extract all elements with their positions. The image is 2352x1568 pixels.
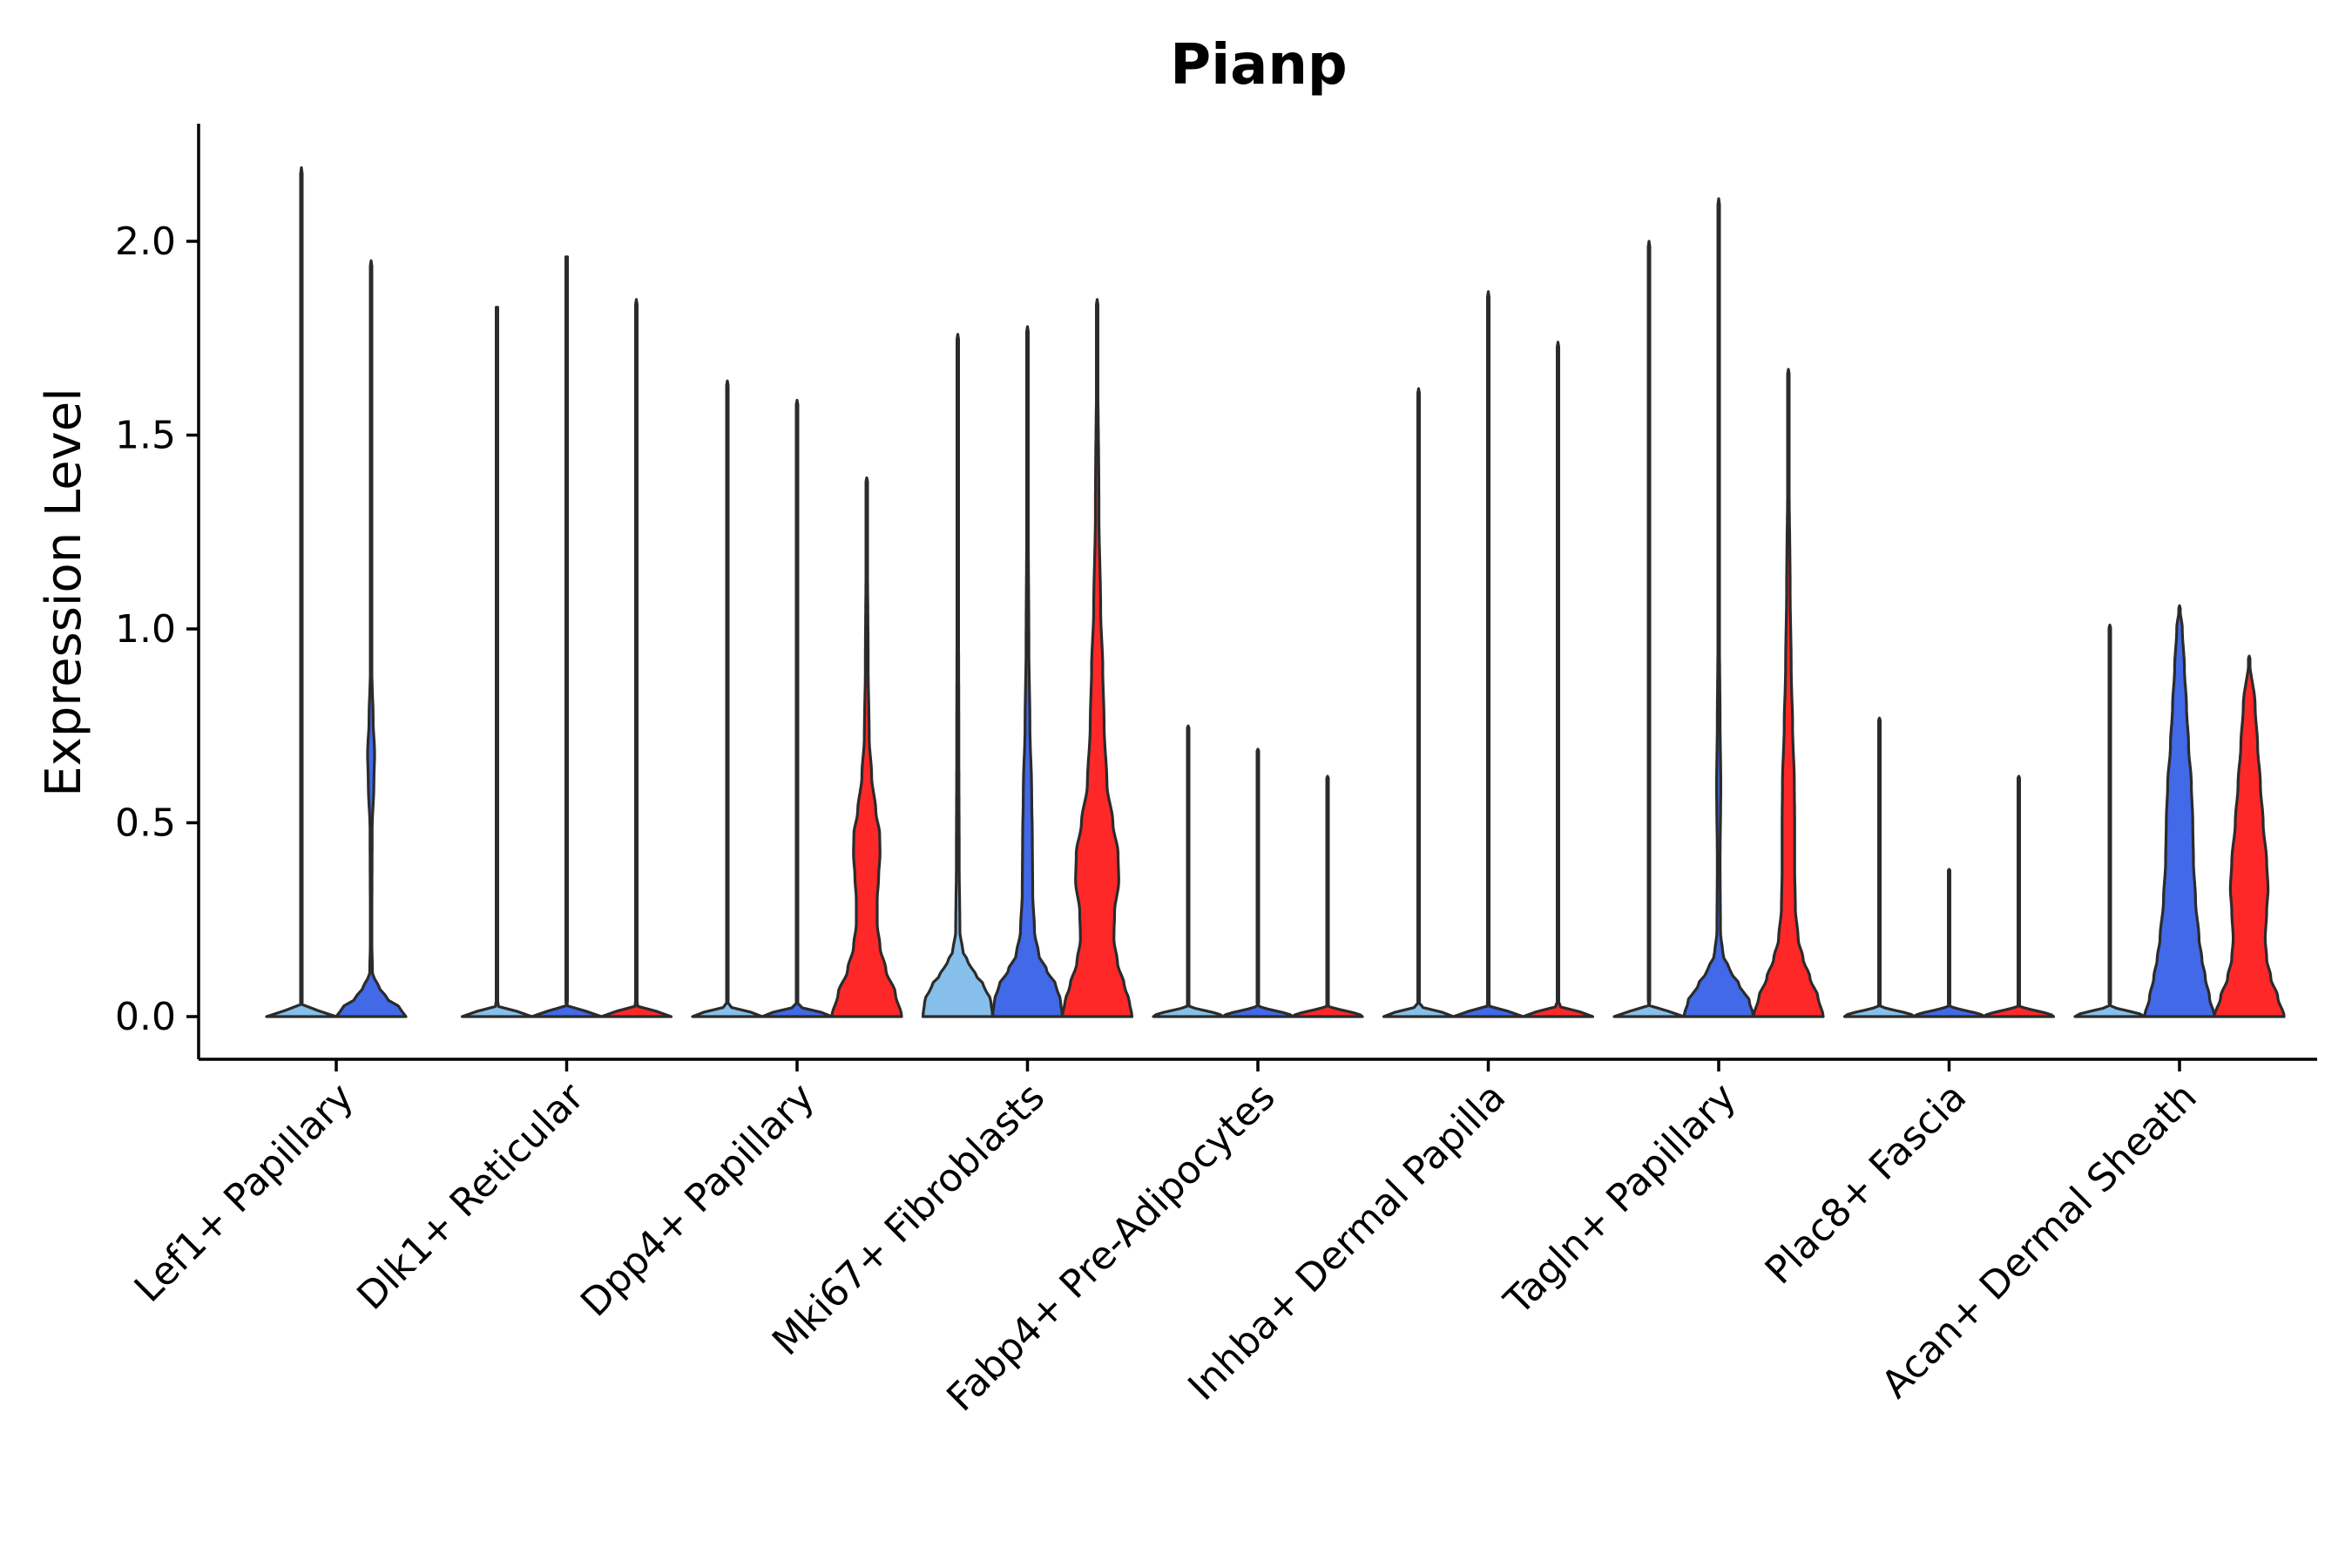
violin-1-group2 — [335, 259, 408, 1018]
x-tick-label: Lef1+ Papillary — [126, 1075, 362, 1311]
x-tick-label: Dlk1+ Reticular — [348, 1074, 593, 1319]
y-axis: 0.0 0.5 1.0 1.5 2.0 — [115, 124, 200, 1059]
violin-group — [265, 166, 2286, 1018]
violin-3-group1 — [691, 379, 764, 1018]
violin-2-group1 — [460, 306, 534, 1018]
x-tick-label: Tagln+ Papillary — [1496, 1075, 1745, 1324]
violin-1-group1 — [265, 166, 338, 1018]
y-tick-label: 2.0 — [115, 220, 176, 264]
violin-7-group2 — [1682, 197, 1755, 1018]
violin-5-group3 — [1291, 774, 1364, 1018]
violin-9-group3 — [2213, 654, 2286, 1018]
violin-6-group2 — [1451, 290, 1525, 1018]
y-axis-label: Expression Level — [36, 388, 92, 797]
violin-6-group3 — [1521, 341, 1595, 1018]
y-tick-label: 1.0 — [115, 607, 176, 652]
violin-8-group2 — [1912, 868, 1986, 1018]
y-tick-label: 0.5 — [115, 801, 176, 846]
violin-3-group2 — [760, 398, 834, 1018]
x-tick-label: Plac8+ Fascia — [1757, 1075, 1976, 1294]
violin-8-group1 — [1842, 716, 1916, 1018]
violin-7-group3 — [1752, 368, 1825, 1018]
violin-8-group3 — [1982, 774, 2056, 1018]
violin-4-group2 — [990, 325, 1064, 1018]
x-tick-label: Dpp4+ Papillary — [572, 1075, 823, 1326]
violin-3-group3 — [830, 476, 903, 1018]
violin-6-group1 — [1382, 387, 1456, 1018]
violin-9-group2 — [2143, 604, 2216, 1018]
violin-4-group3 — [1060, 298, 1134, 1018]
violin-2-group3 — [599, 298, 673, 1018]
violin-9-group1 — [2073, 623, 2146, 1018]
y-tick-label: 0.0 — [115, 995, 176, 1039]
y-tick-label: 1.5 — [115, 414, 176, 458]
chart-title: Pianp — [1170, 33, 1347, 98]
violin-5-group1 — [1152, 724, 1225, 1018]
violin-2-group2 — [530, 255, 604, 1018]
violin-5-group2 — [1221, 747, 1294, 1018]
violin-4-group1 — [921, 333, 995, 1018]
violin-7-group1 — [1612, 240, 1686, 1018]
